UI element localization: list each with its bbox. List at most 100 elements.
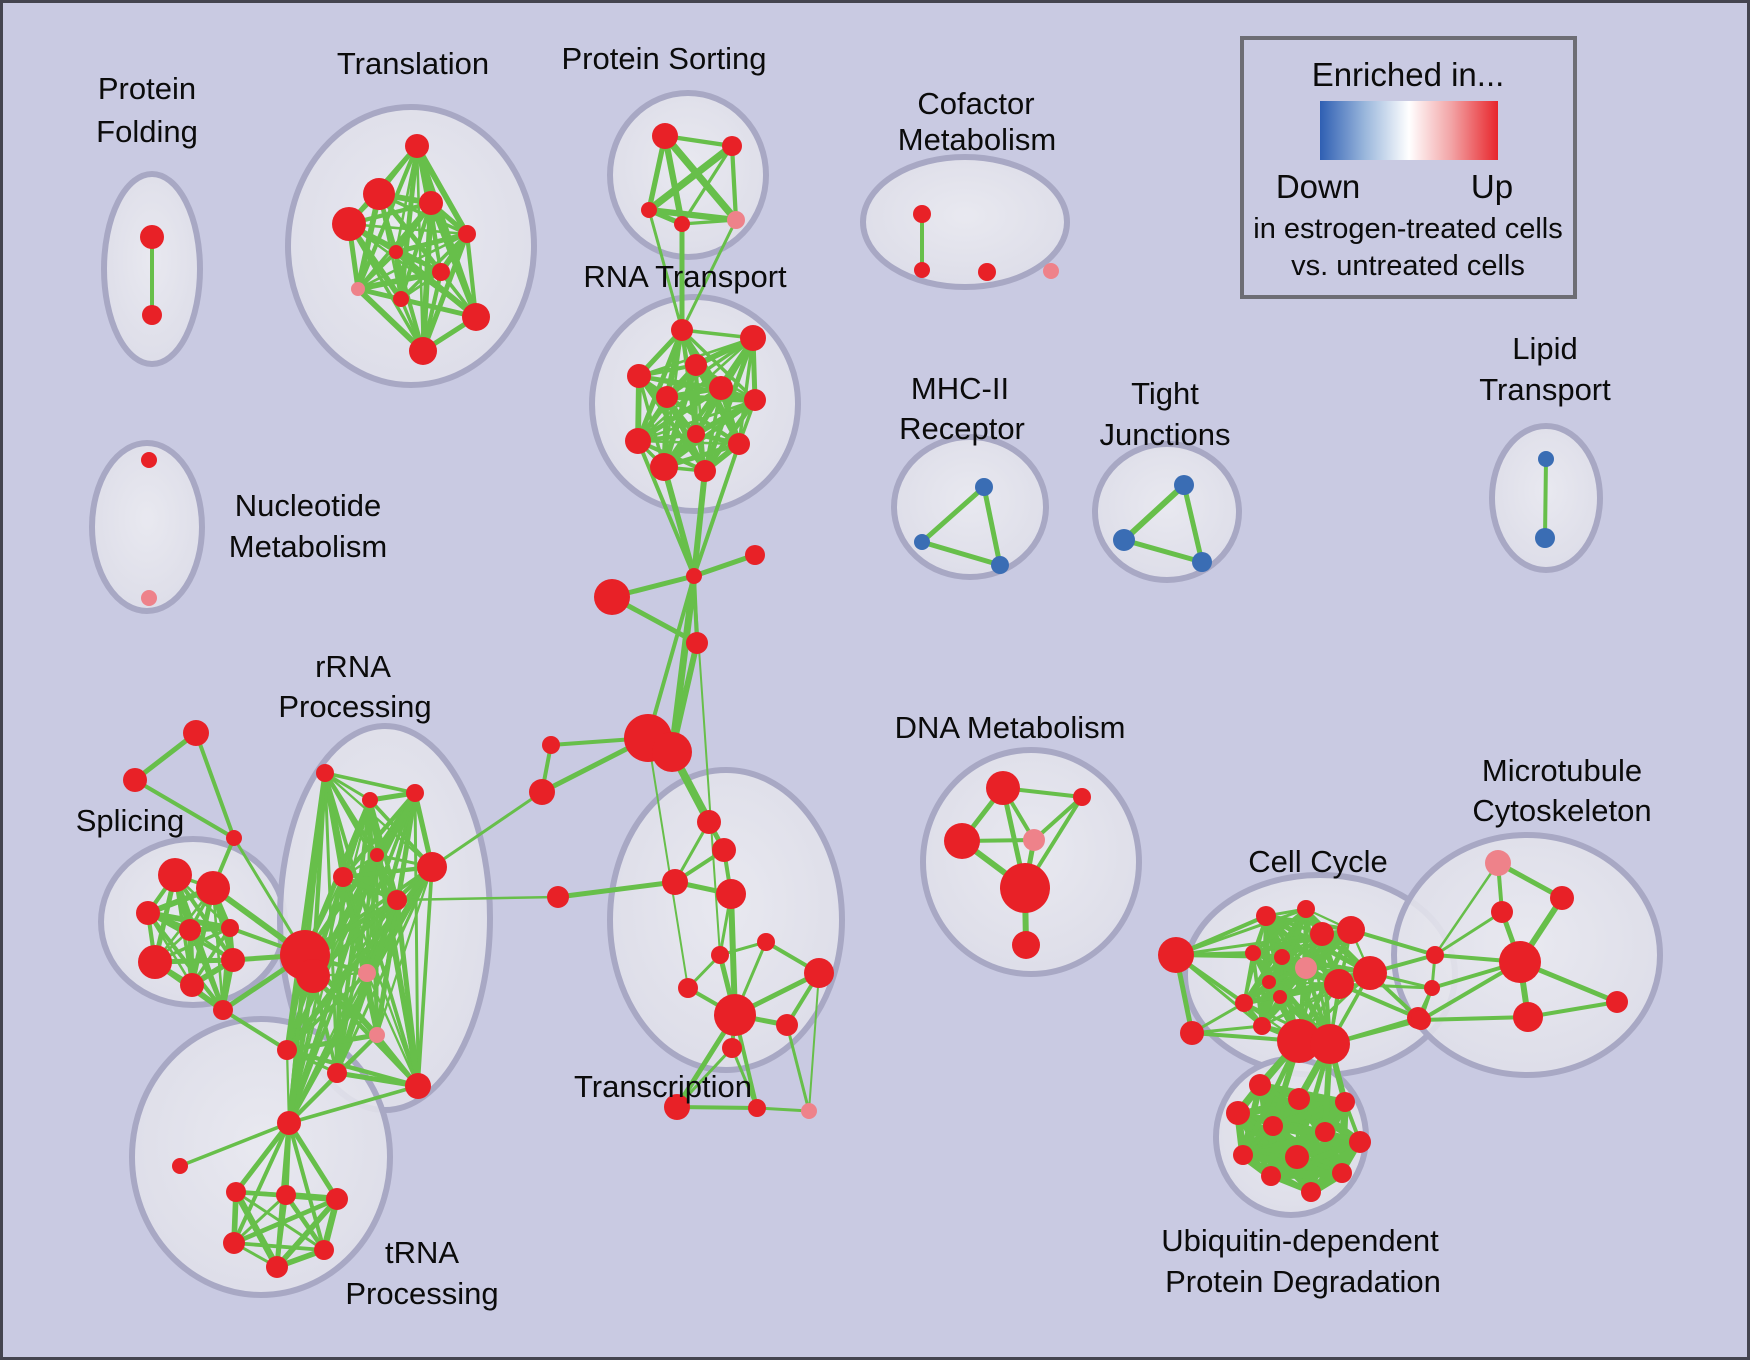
legend-box: [1240, 36, 1577, 299]
protein-sorting-ellipse: [607, 90, 769, 260]
node-cc12: [1273, 990, 1287, 1004]
node-r9: [728, 433, 750, 455]
rrna-processing-label-line2: Processing: [278, 689, 431, 724]
edge-tl1-tl7: [355, 191, 382, 292]
legend-subtitle-line2: vs. untreated cells: [1291, 250, 1525, 282]
transcription-label-line1: Transcription: [574, 1069, 752, 1104]
edge-q8-q11: [365, 971, 420, 1088]
node-d0: [986, 771, 1020, 805]
node-mt0: [1485, 850, 1511, 876]
edge-cc5-cc7: [1251, 928, 1353, 955]
node-r11: [694, 460, 716, 482]
node-q3: [370, 848, 384, 862]
edge-tr9-tr13: [785, 1023, 811, 1113]
node-cf1: [914, 262, 930, 278]
edge-ub9-ub10: [1267, 1169, 1346, 1180]
microtubule-cytoskeleton-label-line1: Microtubule: [1482, 753, 1642, 788]
edge-f7-f2: [194, 731, 236, 840]
node-cc15: [1277, 1019, 1321, 1063]
node-tr13: [801, 1103, 817, 1119]
edge-ps1-ps3: [680, 144, 734, 226]
node-f2: [226, 830, 242, 846]
node-w5: [314, 1240, 334, 1260]
node-ub6: [1349, 1131, 1371, 1153]
node-g1: [652, 732, 692, 772]
node-q2: [406, 784, 424, 802]
cofactor-metabolism-label-line2: Metabolism: [898, 122, 1057, 157]
edge-q8-q9: [364, 970, 380, 1038]
node-tl9: [462, 303, 490, 331]
ubiquitin-degradation-label-line2: Protein Degradation: [1165, 1264, 1441, 1299]
node-r10: [650, 453, 678, 481]
edge-p10-q13: [221, 1008, 289, 1052]
node-q5: [417, 852, 447, 882]
node-p1: [196, 871, 230, 905]
edge-ps2-r0: [647, 208, 684, 332]
node-tl6: [432, 263, 450, 281]
node-p8: [180, 973, 204, 997]
edge-tl3-tl10: [347, 222, 425, 353]
edge-tl5-tl7: [355, 249, 399, 292]
edge-q8-q12: [287, 971, 369, 1125]
edge-r0-r8: [635, 327, 685, 444]
node-tl0: [405, 134, 429, 158]
rna-transport-label-line1: RNA Transport: [583, 259, 787, 294]
edge-r11-f0: [691, 468, 708, 579]
node-d2: [944, 823, 980, 859]
protein-folding-label-line1: Protein: [98, 71, 196, 106]
edge-ps0-ps4: [661, 132, 740, 224]
edge-p6-p10: [188, 928, 225, 1012]
edge-tr10-tr11: [675, 1046, 734, 1109]
node-r0: [671, 319, 693, 341]
node-u1: [141, 590, 157, 606]
node-q13: [277, 1040, 297, 1060]
node-tr0: [697, 810, 721, 834]
edge-mt5-mt0: [1433, 861, 1500, 957]
edge-ps3-ps4: [680, 218, 738, 226]
edge-cc0-cc14: [1174, 953, 1264, 1028]
edge-q8-q10: [334, 970, 370, 1076]
node-r4: [656, 386, 678, 408]
edge-f0-f1: [691, 552, 758, 579]
edge-q12-q13: [285, 1048, 291, 1125]
node-q11: [405, 1073, 431, 1099]
node-tl8: [393, 291, 409, 307]
edge-q12-w3: [232, 1121, 291, 1245]
node-tr11: [664, 1094, 690, 1120]
edge-f0-g1: [668, 572, 698, 756]
node-q6: [387, 890, 407, 910]
edge-g0-tr7: [647, 737, 689, 989]
legend-gradient-bar: [1320, 101, 1498, 160]
node-tr1: [712, 838, 736, 862]
node-r2: [685, 354, 707, 376]
edge-w2-w4: [274, 1196, 340, 1270]
node-ps2: [641, 202, 657, 218]
nucleotide-metabolism-label-line2: Metabolism: [229, 529, 388, 564]
node-q0: [316, 764, 334, 782]
node-m2: [991, 556, 1009, 574]
node-r8: [625, 428, 651, 454]
node-mt5: [1426, 946, 1444, 964]
edge-f6-q5: [430, 790, 544, 869]
node-m1: [914, 534, 930, 550]
edge-m1-m2: [919, 539, 1003, 568]
protein-folding-label-line2: Folding: [96, 114, 198, 149]
legend-up-label: Up: [1471, 168, 1513, 205]
edge-tr10-tr12: [730, 1046, 759, 1110]
node-f9: [547, 886, 569, 908]
node-r7: [687, 425, 705, 443]
edge-w2-w3: [231, 1196, 340, 1246]
node-ub3: [1226, 1101, 1250, 1125]
edge-r5-r8: [635, 385, 724, 444]
edge-q12-w5: [287, 1121, 326, 1252]
legend-title: Enriched in...: [1312, 56, 1505, 93]
edge-q6-q9: [375, 898, 399, 1037]
dna-metabolism-label-line1: DNA Metabolism: [895, 710, 1126, 745]
edge-q12-w0: [233, 1120, 292, 1195]
edge-q6-f9: [395, 895, 560, 902]
protein-sorting-label-line1: Protein Sorting: [561, 41, 766, 76]
node-tr12: [748, 1099, 766, 1117]
node-mt1: [1550, 886, 1574, 910]
node-tl5: [389, 245, 403, 259]
cofactor-metabolism-label-line1: Cofactor: [917, 86, 1034, 121]
